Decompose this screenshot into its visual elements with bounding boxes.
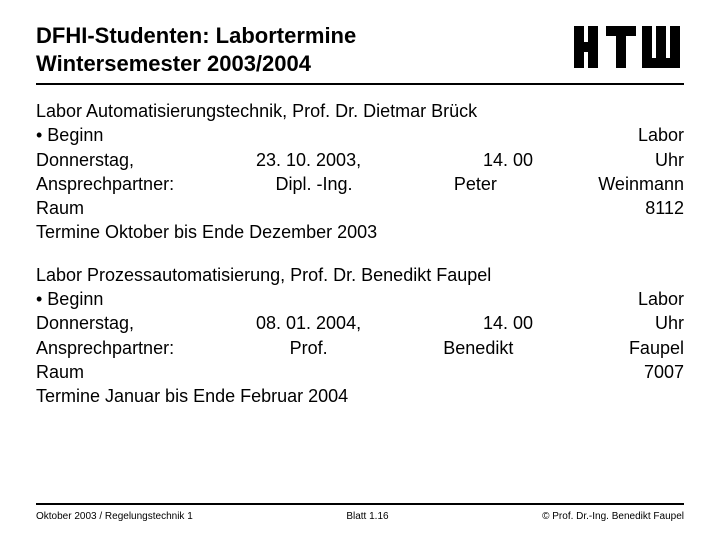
lab2-bullet-left: • Beginn xyxy=(36,287,103,311)
lab1-row1-c1: Donnerstag, xyxy=(36,148,134,172)
lab1-row1-c4: Uhr xyxy=(655,148,684,172)
lab2-section: Labor Prozessautomatisierung, Prof. Dr. … xyxy=(36,263,684,409)
lab1-bullet-left: • Beginn xyxy=(36,123,103,147)
slide: DFHI-Studenten: Labortermine Wintersemes… xyxy=(0,0,720,540)
lab1-section: Labor Automatisierungstechnik, Prof. Dr.… xyxy=(36,99,684,245)
lab2-row3-left: Raum xyxy=(36,360,84,384)
lab1-row3: Raum 8112 xyxy=(36,196,684,220)
page-title: DFHI-Studenten: Labortermine Wintersemes… xyxy=(36,22,356,77)
lab2-bullet: • Beginn Labor xyxy=(36,287,684,311)
lab1-row1-c3: 14. 00 xyxy=(483,148,533,172)
lab2-row1-c2: 08. 01. 2004, xyxy=(256,311,361,335)
lab1-row2-c2: Dipl. -Ing. xyxy=(275,172,352,196)
title-line-1: DFHI-Studenten: Labortermine xyxy=(36,22,356,50)
header-divider xyxy=(36,83,684,85)
footer-row: Oktober 2003 / Regelungstechnik 1 Blatt … xyxy=(36,511,684,522)
lab1-row2-c4: Weinmann xyxy=(598,172,684,196)
footer-center: Blatt 1.16 xyxy=(346,511,388,522)
lab1-row1: Donnerstag, 23. 10. 2003, 14. 00 Uhr xyxy=(36,148,684,172)
lab1-row3-right: 8112 xyxy=(645,196,684,220)
header: DFHI-Studenten: Labortermine Wintersemes… xyxy=(36,22,684,77)
lab2-row1-c4: Uhr xyxy=(655,311,684,335)
lab1-row1-c2: 23. 10. 2003, xyxy=(256,148,361,172)
lab1-row2: Ansprechpartner: Dipl. -Ing. Peter Weinm… xyxy=(36,172,684,196)
lab2-row2: Ansprechpartner: Prof. Benedikt Faupel xyxy=(36,336,684,360)
lab2-row3: Raum 7007 xyxy=(36,360,684,384)
lab1-row4: Termine Oktober bis Ende Dezember 2003 xyxy=(36,220,684,244)
footer-right: © Prof. Dr.-Ing. Benedikt Faupel xyxy=(542,511,684,522)
footer-divider xyxy=(36,503,684,505)
title-line-2: Wintersemester 2003/2004 xyxy=(36,50,356,78)
lab2-row4: Termine Januar bis Ende Februar 2004 xyxy=(36,384,684,408)
lab2-row2-c2: Prof. xyxy=(290,336,328,360)
lab2-row2-c1: Ansprechpartner: xyxy=(36,336,174,360)
lab2-row2-c4: Faupel xyxy=(629,336,684,360)
lab1-bullet: • Beginn Labor xyxy=(36,123,684,147)
lab2-heading: Labor Prozessautomatisierung, Prof. Dr. … xyxy=(36,263,684,287)
lab2-bullet-right: Labor xyxy=(638,287,684,311)
lab2-row1-c1: Donnerstag, xyxy=(36,311,134,335)
lab1-row2-c1: Ansprechpartner: xyxy=(36,172,174,196)
lab1-heading: Labor Automatisierungstechnik, Prof. Dr.… xyxy=(36,99,684,123)
footer-left: Oktober 2003 / Regelungstechnik 1 xyxy=(36,511,193,522)
footer: Oktober 2003 / Regelungstechnik 1 Blatt … xyxy=(36,503,684,522)
lab2-row2-c3: Benedikt xyxy=(443,336,513,360)
lab1-row2-c3: Peter xyxy=(454,172,497,196)
lab2-row1-c3: 14. 00 xyxy=(483,311,533,335)
htw-logo-icon xyxy=(574,26,684,73)
lab2-row3-right: 7007 xyxy=(644,360,684,384)
lab2-row1: Donnerstag, 08. 01. 2004, 14. 00 Uhr xyxy=(36,311,684,335)
lab1-row3-left: Raum xyxy=(36,196,84,220)
lab1-bullet-right: Labor xyxy=(638,123,684,147)
